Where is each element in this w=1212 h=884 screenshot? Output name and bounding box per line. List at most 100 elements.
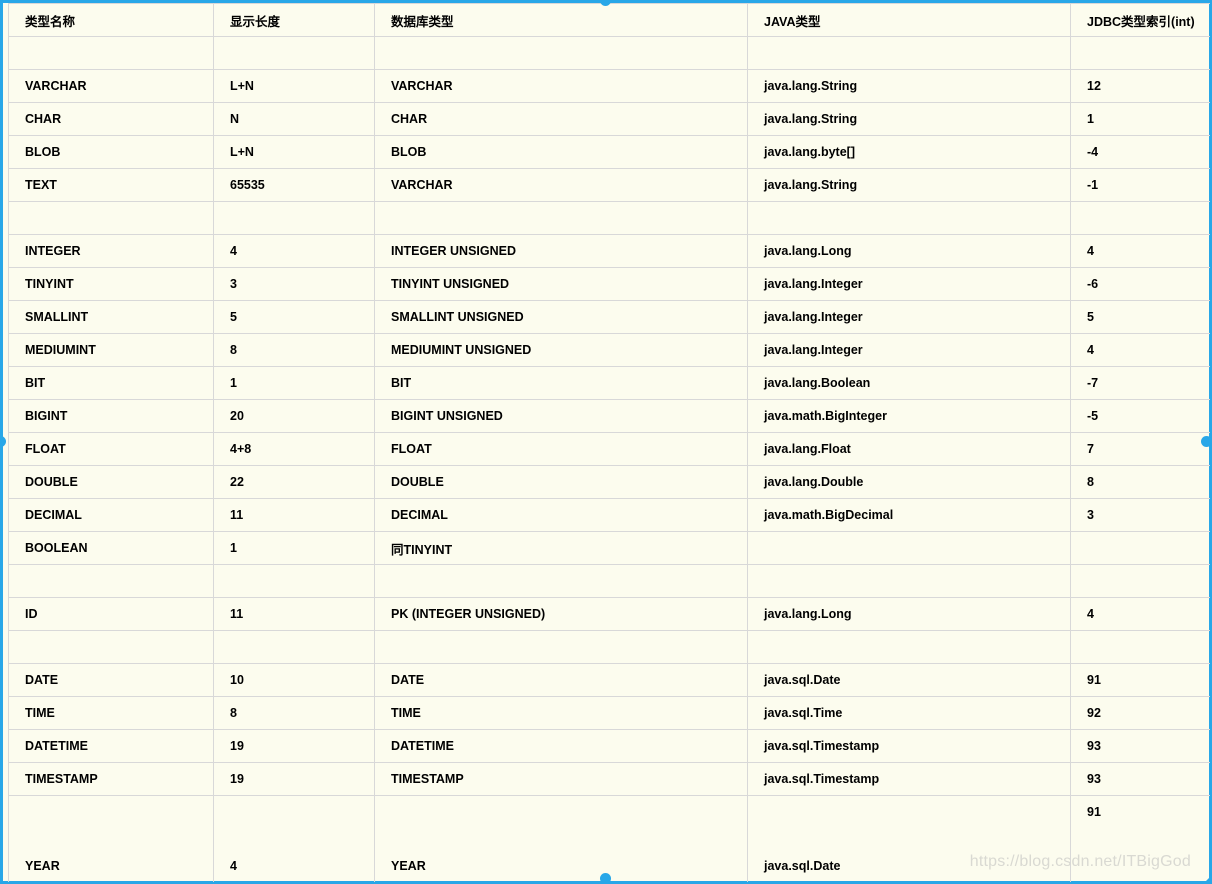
selection-handle-right[interactable] [1201, 436, 1212, 447]
table-cell: java.lang.byte[] [747, 135, 1071, 169]
table-cell: 1 [213, 366, 375, 400]
table-row [8, 630, 1210, 664]
table-cell: BIT [8, 366, 214, 400]
table-cell: java.lang.String [747, 102, 1071, 136]
table-cell [8, 36, 214, 70]
table-cell: java.sql.Time [747, 696, 1071, 730]
table-row: YEAR 4 YEAR java.sql.Date 91 [8, 795, 1210, 882]
table-cell [747, 36, 1071, 70]
table-cell: BOOLEAN [8, 531, 214, 565]
table-row: TIME 8 TIME java.sql.Time 92 [8, 696, 1210, 730]
column-header: JAVA类型 [747, 3, 1071, 37]
table-cell [8, 564, 214, 598]
table-cell: 5 [213, 300, 375, 334]
table-cell: 同TINYINT [374, 531, 748, 565]
table-cell: 4 [1070, 597, 1210, 631]
table-cell: TEXT [8, 168, 214, 202]
table-cell: YEAR [374, 795, 748, 882]
table-cell: 93 [1070, 762, 1210, 796]
table-body: VARCHAR L+N VARCHAR java.lang.String 12 CHAR N… [8, 36, 1210, 882]
table-cell: java.sql.Date [747, 795, 1071, 882]
table-cell [213, 630, 375, 664]
table-cell: 93 [1070, 729, 1210, 763]
table-cell [374, 630, 748, 664]
table-cell: DATETIME [374, 729, 748, 763]
table-cell: L+N [213, 69, 375, 103]
table-cell: 3 [213, 267, 375, 301]
column-header: 数据库类型 [374, 3, 748, 37]
selection-handle-top[interactable] [600, 0, 611, 6]
table-cell: 4 [213, 234, 375, 268]
table-row: CHAR N CHAR java.lang.String 1 [8, 102, 1210, 136]
table-cell: BLOB [374, 135, 748, 169]
table-cell: java.math.BigInteger [747, 399, 1071, 433]
selection-handle-bottom[interactable] [600, 873, 611, 884]
table-cell [1070, 630, 1210, 664]
table-cell [213, 564, 375, 598]
table-cell: 1 [1070, 102, 1210, 136]
table-row [8, 201, 1210, 235]
table-cell: VARCHAR [8, 69, 214, 103]
table-row: VARCHAR L+N VARCHAR java.lang.String 12 [8, 69, 1210, 103]
table-cell [8, 630, 214, 664]
table-cell: java.math.BigDecimal [747, 498, 1071, 532]
table-cell: -7 [1070, 366, 1210, 400]
table-cell: -6 [1070, 267, 1210, 301]
table-cell: DATE [8, 663, 214, 697]
table-cell [1070, 201, 1210, 235]
header-row: 类型名称 显示长度 数据库类型 JAVA类型 JDBC类型索引(int) [8, 3, 1210, 37]
table-cell: SMALLINT UNSIGNED [374, 300, 748, 334]
table-row: INTEGER 4 INTEGER UNSIGNED java.lang.Long 4 [8, 234, 1210, 268]
table-cell: java.lang.Double [747, 465, 1071, 499]
table-cell: 11 [213, 498, 375, 532]
table-cell: 20 [213, 399, 375, 433]
resize-grip-bottom-right[interactable] [1203, 875, 1212, 884]
table-cell: java.lang.String [747, 168, 1071, 202]
table-cell: java.lang.Boolean [747, 366, 1071, 400]
table-cell: 7 [1070, 432, 1210, 466]
table-cell: DECIMAL [8, 498, 214, 532]
table-cell [747, 630, 1071, 664]
table-cell: BLOB [8, 135, 214, 169]
table-cell: DECIMAL [374, 498, 748, 532]
table-cell: BIGINT UNSIGNED [374, 399, 748, 433]
table-cell: DATETIME [8, 729, 214, 763]
table-cell: 8 [213, 333, 375, 367]
table-row [8, 36, 1210, 70]
table-cell: TIME [374, 696, 748, 730]
table-cell: TIMESTAMP [374, 762, 748, 796]
table-row: BLOB L+N BLOB java.lang.byte[] -4 [8, 135, 1210, 169]
table-row: ID 11 PK (INTEGER UNSIGNED) java.lang.Long 4 [8, 597, 1210, 631]
table-cell: CHAR [374, 102, 748, 136]
column-header: 显示长度 [213, 3, 375, 37]
selection-handle-left[interactable] [0, 436, 6, 447]
table-cell: java.lang.Long [747, 597, 1071, 631]
table-row: TINYINT 3 TINYINT UNSIGNED java.lang.Intege… [8, 267, 1210, 301]
table-cell [213, 36, 375, 70]
table-cell [374, 201, 748, 235]
table-row: DATETIME 19 DATETIME java.sql.Timestamp 93 [8, 729, 1210, 763]
table-row: DATE 10 DATE java.sql.Date 91 [8, 663, 1210, 697]
table-cell: java.lang.Float [747, 432, 1071, 466]
table-cell: java.lang.Integer [747, 267, 1071, 301]
table-cell: java.lang.String [747, 69, 1071, 103]
table-cell: 91 [1070, 795, 1210, 882]
table-cell: PK (INTEGER UNSIGNED) [374, 597, 748, 631]
table-cell: DATE [374, 663, 748, 697]
table-cell [747, 564, 1071, 598]
table-row: TEXT 65535 VARCHAR java.lang.String -1 [8, 168, 1210, 202]
table-cell: VARCHAR [374, 69, 748, 103]
table-cell: FLOAT [8, 432, 214, 466]
table-cell [747, 531, 1071, 565]
table-cell: TINYINT UNSIGNED [374, 267, 748, 301]
table-cell: 11 [213, 597, 375, 631]
table-row: BIT 1 BIT java.lang.Boolean -7 [8, 366, 1210, 400]
table-row: FLOAT 4+8 FLOAT java.lang.Float 7 [8, 432, 1210, 466]
table-cell: 92 [1070, 696, 1210, 730]
table-cell: BIT [374, 366, 748, 400]
table-cell: java.sql.Timestamp [747, 762, 1071, 796]
table-cell: INTEGER UNSIGNED [374, 234, 748, 268]
table-cell: 5 [1070, 300, 1210, 334]
table-cell: 12 [1070, 69, 1210, 103]
